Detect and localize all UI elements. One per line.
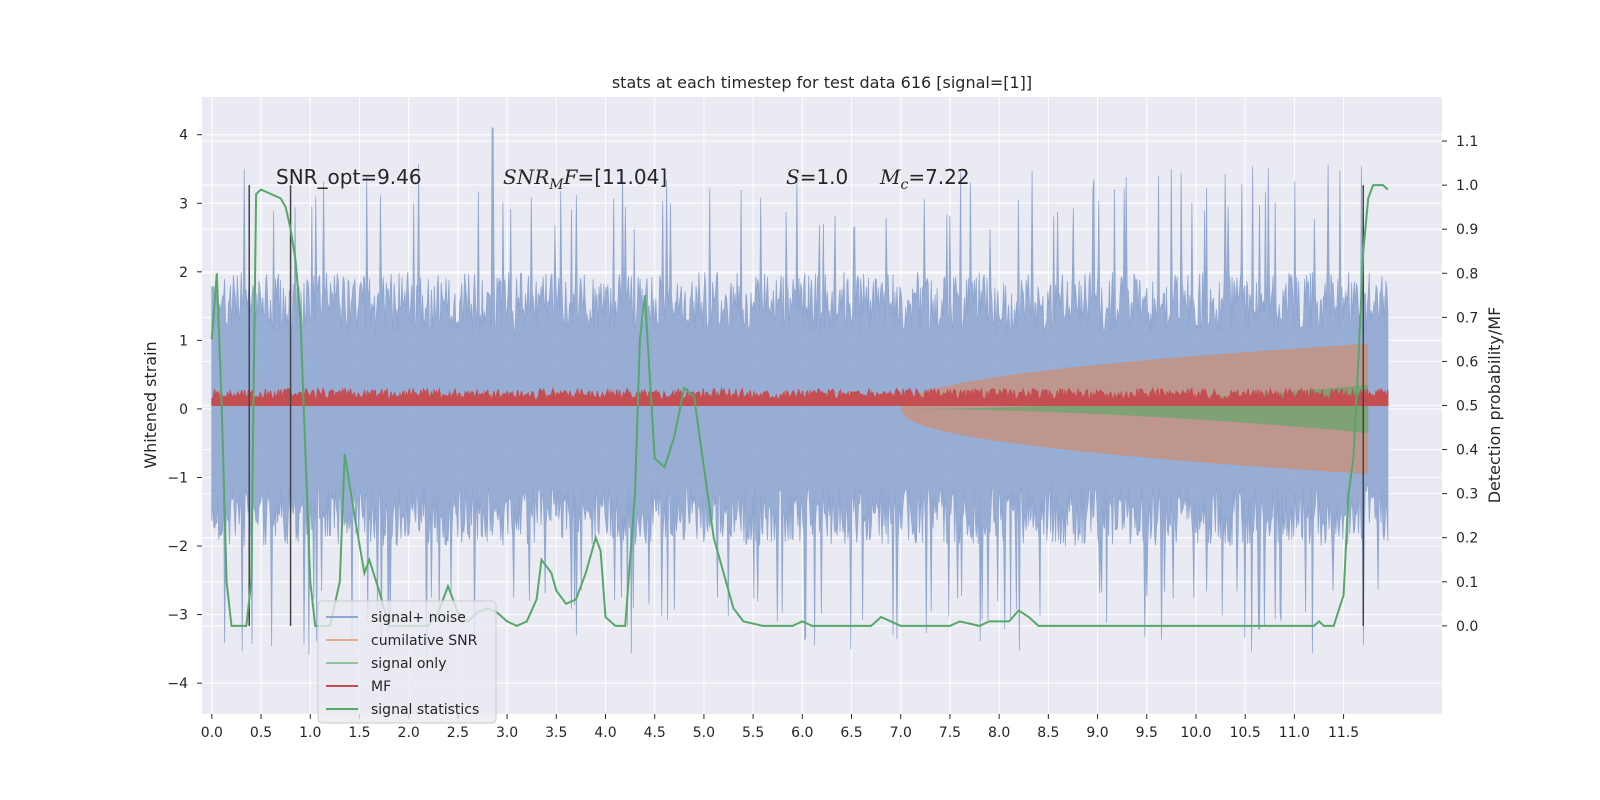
chart-title: stats at each timestep for test data 616…: [612, 73, 1032, 92]
legend: signal+ noise cumilative SNR signal only…: [317, 600, 497, 724]
x-tick-label: 11.5: [1328, 725, 1359, 741]
annotation-snr-mf: SNRMF=[11.04]: [503, 165, 667, 193]
y-tick-label-left: 1: [179, 333, 188, 349]
x-tick-label: 1.5: [348, 725, 370, 741]
x-tick-label: 1.0: [299, 725, 321, 741]
y-tick-label-right: 0.3: [1456, 487, 1478, 503]
y-tick-label-left: −4: [167, 676, 188, 692]
x-tick-label: 8.0: [988, 725, 1010, 741]
y-tick-label-left: 4: [179, 128, 188, 144]
stat-layer: [210, 184, 1389, 627]
y-tick-label-right: 0.5: [1456, 399, 1478, 415]
x-tick-label: 5.5: [742, 725, 764, 741]
y-tick-label-right: 0.7: [1456, 310, 1478, 326]
y-tick-label-left: −2: [167, 539, 188, 555]
x-tick-label: 2.5: [447, 725, 469, 741]
y-tick-label-right: 0.2: [1456, 531, 1478, 547]
legend-label-signal-only: signal only: [371, 656, 446, 672]
y-tick-label-right: 0.0: [1456, 619, 1478, 635]
x-tick-label: 8.5: [1037, 725, 1059, 741]
x-tick-label: 0.5: [250, 725, 272, 741]
y-tick-label-right: 0.8: [1456, 266, 1478, 282]
y-tick-label-left: 0: [179, 402, 188, 418]
legend-label-mf: MF: [371, 679, 391, 695]
x-tick-label: 4.0: [594, 725, 616, 741]
x-tick-label: 5.0: [693, 725, 715, 741]
x-tick-label: 9.5: [1136, 725, 1158, 741]
y-tick-label-left: −1: [167, 470, 188, 486]
series-layer: [211, 127, 1389, 656]
series-signal-noise: [211, 127, 1389, 656]
x-tick-label: 7.5: [939, 725, 961, 741]
y-tick-label-right: 1.1: [1456, 134, 1478, 150]
y-ticks-left: −4 −3 −2 −1 0 1 2 3 4: [167, 128, 202, 692]
y-tick-label-left: 2: [179, 265, 188, 281]
y-ticks-right: 0.0 0.1 0.2 0.3 0.4 0.5 0.6 0.7 0.8 0.9 1.0 1.1: [1442, 134, 1478, 635]
annotation-snr-opt: SNR_opt=9.46: [276, 165, 422, 189]
y-tick-label-right: 0.1: [1456, 575, 1478, 591]
series-signal-statistics: [210, 184, 1389, 627]
legend-box: [317, 600, 497, 724]
y-tick-label-right: 0.6: [1456, 354, 1478, 370]
y-tick-label-right: 0.4: [1456, 443, 1478, 459]
x-tick-label: 3.0: [496, 725, 518, 741]
legend-label-cumilative-snr: cumilative SNR: [371, 633, 478, 649]
x-tick-label: 7.0: [890, 725, 912, 741]
y-axis-label-right: Detection probability/MF: [1485, 307, 1504, 504]
y-tick-label-right: 0.9: [1456, 222, 1478, 238]
x-tick-label: 2.0: [398, 725, 420, 741]
legend-label-signal-noise: signal+ noise: [371, 610, 466, 626]
legend-label-signal-statistics: signal statistics: [371, 702, 479, 718]
y-axis-label-left: Whitened strain: [141, 341, 160, 468]
y-tick-label-left: −3: [167, 608, 188, 624]
x-ticks: 0.0 0.5 1.0 1.5 2.0 2.5 3.0 3.5 4.0 4.5 5.0 5.5 6.0 6…: [201, 714, 1359, 741]
x-tick-label: 4.5: [644, 725, 666, 741]
x-tick-label: 10.0: [1180, 725, 1211, 741]
x-tick-label: 9.0: [1086, 725, 1108, 741]
x-tick-label: 3.5: [545, 725, 567, 741]
x-tick-label: 6.0: [791, 725, 813, 741]
annotation-mc: Mc=7.22: [879, 165, 970, 193]
series-mf: [211, 386, 1389, 406]
x-tick-label: 6.5: [840, 725, 862, 741]
x-tick-label: 10.5: [1230, 725, 1261, 741]
x-tick-label: 0.0: [201, 725, 223, 741]
annotation-s: S=1.0: [786, 165, 848, 189]
x-tick-label: 11.0: [1279, 725, 1310, 741]
y-tick-label-right: 1.0: [1456, 178, 1478, 194]
y-tick-label-left: 3: [179, 196, 188, 212]
